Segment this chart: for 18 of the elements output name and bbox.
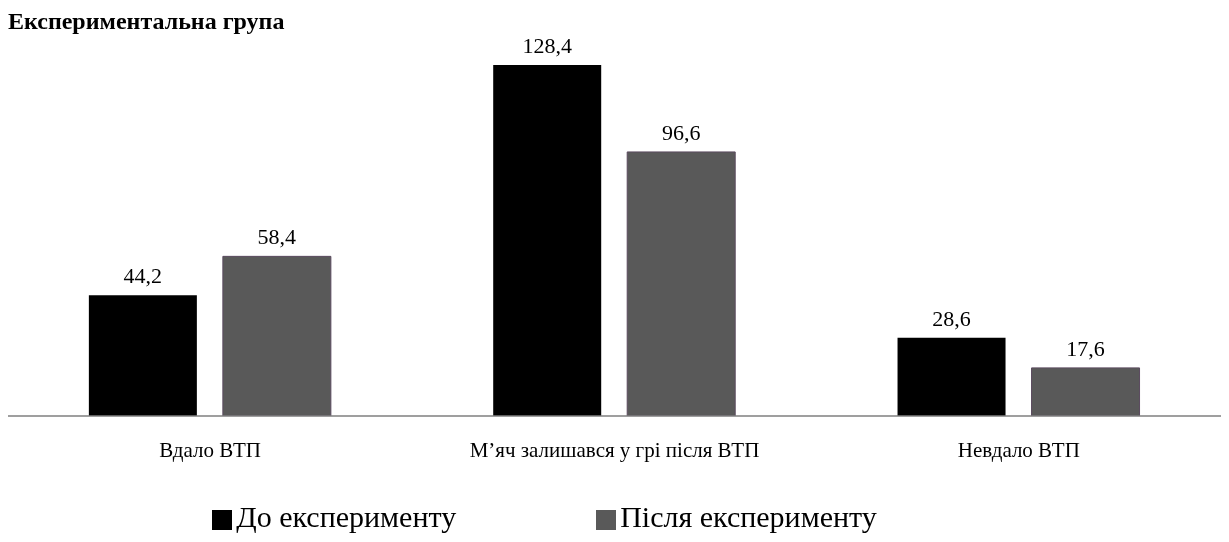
legend-label: Після експерименту	[620, 500, 877, 533]
data-label: 44,2	[123, 263, 163, 289]
data-label: 58,4	[257, 224, 297, 250]
bar	[626, 151, 736, 416]
x-tick-label: Вдало ВТП	[159, 437, 261, 462]
chart-title: Експериментальна група	[8, 8, 285, 35]
x-tick-label: Невдало ВТП	[957, 437, 1080, 462]
bar	[897, 337, 1006, 416]
legend-label: До експерименту	[236, 500, 457, 533]
data-label: 17,6	[1066, 335, 1105, 361]
bar	[222, 255, 332, 416]
bar	[88, 295, 197, 416]
bar	[493, 65, 602, 416]
data-label: 28,6	[932, 305, 971, 331]
bar	[1031, 367, 1141, 416]
x-tick-label: М’яч залишався у грі після ВТП	[469, 437, 760, 462]
data-label: 128,4	[522, 33, 572, 59]
data-label: 96,6	[661, 119, 701, 145]
